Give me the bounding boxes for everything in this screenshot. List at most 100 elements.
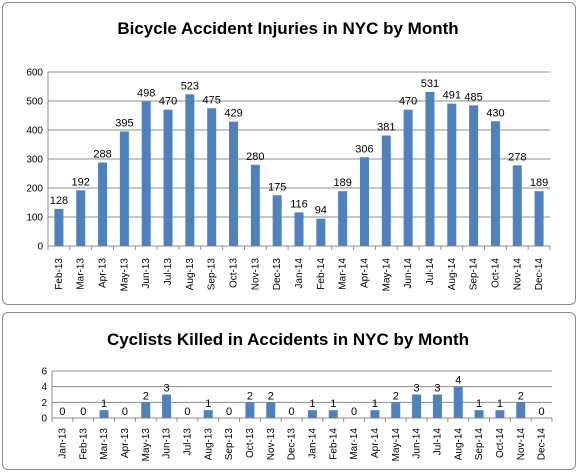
injuries-bar xyxy=(447,103,457,246)
injuries-bar xyxy=(185,94,195,246)
deaths-data-label: 0 xyxy=(184,406,190,418)
deaths-x-tick-label: Mar-13 xyxy=(99,428,110,460)
deaths-x-tick-label: Oct-14 xyxy=(495,428,506,458)
deaths-bar xyxy=(432,394,442,418)
injuries-x-tick-label: Feb-13 xyxy=(54,258,65,290)
deaths-x-tick-label: Jun-14 xyxy=(412,428,423,459)
deaths-bar xyxy=(162,394,172,418)
deaths-bar xyxy=(391,402,401,418)
injuries-x-tick-label: Apr-13 xyxy=(98,258,109,288)
injuries-x-tick-label: Apr-14 xyxy=(359,258,370,288)
deaths-x-tick-label: Dec-14 xyxy=(537,428,548,461)
deaths-x-tick-label: Sep-14 xyxy=(474,428,485,461)
injuries-bar xyxy=(294,212,304,246)
injuries-data-label: 192 xyxy=(72,176,90,188)
injuries-bar xyxy=(338,191,348,246)
deaths-data-label: 0 xyxy=(289,406,295,418)
deaths-bar xyxy=(328,410,338,418)
deaths-bar xyxy=(99,410,109,418)
deaths-data-label: 2 xyxy=(268,390,274,402)
injuries-data-label: 470 xyxy=(159,96,177,108)
injuries-x-tick-label: Jun-13 xyxy=(141,258,152,289)
injuries-y-tick-label: 300 xyxy=(26,155,43,166)
injuries-data-label: 531 xyxy=(421,78,439,90)
deaths-data-label: 2 xyxy=(143,390,149,402)
injuries-x-tick-label: Aug-14 xyxy=(447,258,458,291)
deaths-data-label: 2 xyxy=(518,390,524,402)
deaths-bar xyxy=(245,402,255,418)
deaths-data-label: 0 xyxy=(351,406,357,418)
deaths-x-tick-label: Oct-13 xyxy=(245,428,256,458)
deaths-data-label: 4 xyxy=(455,375,461,387)
deaths-x-tick-label: Apr-14 xyxy=(370,428,381,458)
injuries-y-tick-label: 100 xyxy=(26,213,43,224)
deaths-x-tick-label: Jan-14 xyxy=(307,428,318,459)
injuries-y-tick-label: 400 xyxy=(26,126,43,137)
injuries-chart-panel xyxy=(2,2,576,305)
injuries-bar xyxy=(316,218,326,246)
injuries-data-label: 128 xyxy=(50,195,68,207)
deaths-data-label: 1 xyxy=(101,398,107,410)
deaths-bar xyxy=(412,394,422,418)
injuries-data-label: 429 xyxy=(224,108,242,120)
deaths-x-tick-label: Feb-13 xyxy=(78,428,89,460)
deaths-data-label: 1 xyxy=(330,398,336,410)
injuries-bar xyxy=(163,109,173,246)
deaths-y-tick-label: 4 xyxy=(41,382,47,393)
injuries-x-tick-label: Dec-13 xyxy=(272,258,283,291)
injuries-bar xyxy=(469,105,479,246)
injuries-bar xyxy=(119,131,129,246)
injuries-bar xyxy=(250,164,260,246)
deaths-data-label: 0 xyxy=(226,406,232,418)
injuries-x-tick-label: Mar-14 xyxy=(338,258,349,290)
deaths-data-label: 0 xyxy=(122,406,128,418)
deaths-data-label: 2 xyxy=(247,390,253,402)
injuries-bar xyxy=(381,135,391,246)
deaths-bar xyxy=(266,402,276,418)
injuries-x-tick-label: Jun-14 xyxy=(403,258,414,289)
injuries-data-label: 381 xyxy=(377,122,395,134)
deaths-x-tick-label: Aug-14 xyxy=(453,428,464,461)
deaths-x-tick-label: May-14 xyxy=(391,428,402,462)
injuries-data-label: 175 xyxy=(268,181,286,193)
injuries-bar xyxy=(207,108,217,246)
injuries-x-tick-label: Jan-14 xyxy=(294,258,305,289)
injuries-bar xyxy=(98,162,108,246)
injuries-x-tick-label: Nov-14 xyxy=(512,258,523,291)
injuries-data-label: 523 xyxy=(181,80,199,92)
injuries-bar xyxy=(425,92,435,246)
deaths-x-tick-label: Jul-14 xyxy=(432,428,443,456)
injuries-data-label: 94 xyxy=(315,205,327,217)
injuries-y-tick-label: 500 xyxy=(26,97,43,108)
deaths-bar xyxy=(307,410,317,418)
deaths-y-tick-label: 2 xyxy=(41,398,47,409)
deaths-data-label: 0 xyxy=(80,406,86,418)
deaths-data-label: 1 xyxy=(309,398,315,410)
injuries-x-tick-label: Mar-13 xyxy=(76,258,87,290)
deaths-data-label: 1 xyxy=(372,398,378,410)
deaths-y-tick-label: 6 xyxy=(41,367,47,378)
deaths-x-tick-label: Jun-13 xyxy=(162,428,173,459)
injuries-bar xyxy=(359,157,369,246)
injuries-data-label: 189 xyxy=(333,177,351,189)
injuries-data-label: 306 xyxy=(355,143,373,155)
injuries-data-label: 485 xyxy=(464,91,482,103)
deaths-data-label: 2 xyxy=(393,390,399,402)
injuries-x-tick-label: Jul-13 xyxy=(163,258,174,286)
injuries-x-tick-label: Feb-14 xyxy=(316,258,327,290)
injuries-bar xyxy=(54,208,64,246)
injuries-y-tick-label: 600 xyxy=(26,68,43,79)
injuries-x-tick-label: Nov-13 xyxy=(250,258,261,291)
deaths-chart-panel xyxy=(2,312,576,470)
deaths-bar xyxy=(516,402,526,418)
deaths-y-tick-label: 0 xyxy=(41,414,47,425)
injuries-data-label: 430 xyxy=(486,107,504,119)
injuries-x-tick-label: Sep-13 xyxy=(207,258,218,291)
deaths-x-tick-label: Aug-13 xyxy=(203,428,214,461)
deaths-data-label: 0 xyxy=(539,406,545,418)
deaths-x-tick-label: Apr-13 xyxy=(120,428,131,458)
deaths-data-label: 1 xyxy=(476,398,482,410)
deaths-bar xyxy=(141,402,151,418)
deaths-x-tick-label: May-13 xyxy=(141,428,152,462)
